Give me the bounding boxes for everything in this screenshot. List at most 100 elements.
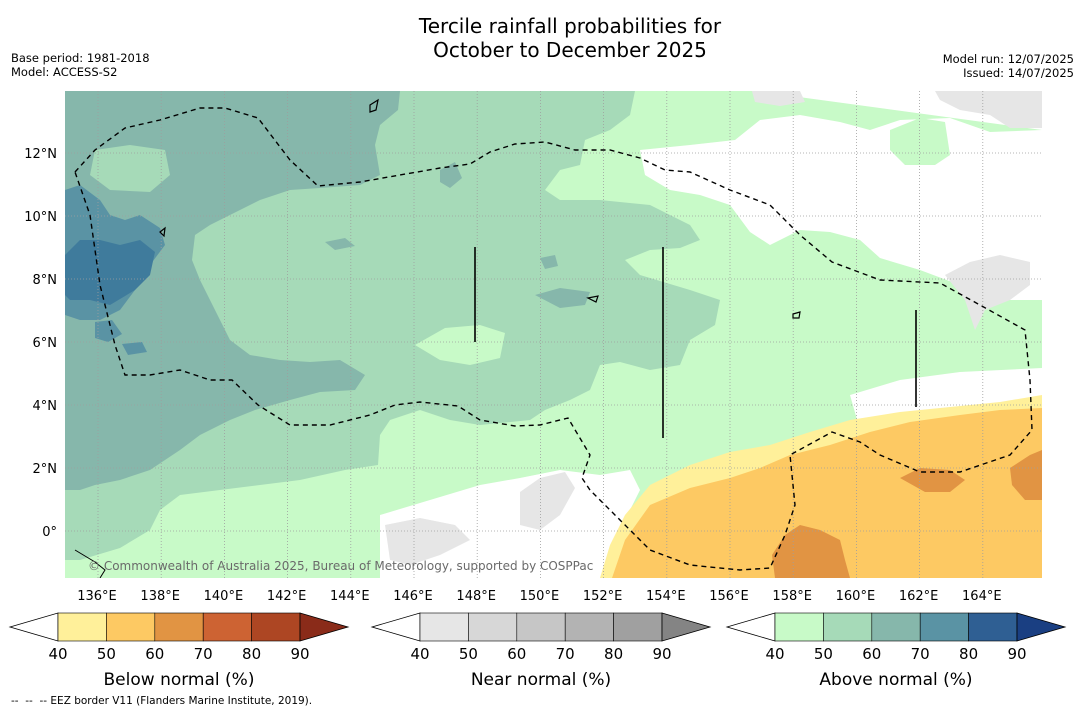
colorbar-swatch (774, 612, 824, 642)
below-normal-60-region-mid (900, 468, 965, 492)
colorbar-swatch (106, 612, 156, 642)
coastlines (74, 98, 917, 578)
above-normal-60-patch-small3 (325, 238, 355, 250)
colorbar-tick-label: 80 (604, 645, 623, 663)
colorbar-tick-label: 70 (911, 645, 930, 663)
above-normal-80-region (65, 240, 155, 305)
probability-map (65, 91, 1042, 578)
near-normal-patch-4 (520, 472, 575, 530)
above-normal-40-patch-2 (580, 380, 720, 440)
colorbar-2: 40 50 60 70 80 90 Near normal (%) (370, 612, 712, 690)
near-normal-patch-5 (385, 518, 470, 565)
longitude-label: 146°E (393, 589, 433, 604)
latitude-label: 4°N (33, 399, 58, 414)
colorbar-under-triangle (725, 612, 776, 642)
near-normal-patch-1 (752, 91, 805, 106)
meta-right: Model run: 12/07/2025 Issued: 14/07/2025 (943, 52, 1074, 80)
longitude-label: 156°E (709, 589, 749, 604)
meta-left: Base period: 1981-2018 Model: ACCESS-S2 (11, 51, 150, 79)
below-normal-50-region (612, 408, 1042, 578)
colorbar-tick-label: 70 (194, 645, 213, 663)
map-title-line1: Tercile rainfall probabilities for (418, 14, 722, 38)
colorbar-over-triangle (299, 612, 350, 642)
colorbar-tick-label: 50 (97, 645, 116, 663)
map-title-line2: October to December 2025 (433, 38, 707, 62)
colorbar-under-triangle (8, 612, 59, 642)
colorbar-swatch (468, 612, 518, 642)
above-normal-60-patch-mid (535, 288, 590, 308)
colorbar-tick-label: 80 (242, 645, 261, 663)
colorbar-swatch (57, 612, 107, 642)
latitude-label: 2°N (33, 462, 58, 477)
longitude-label: 150°E (520, 589, 560, 604)
colorbar-tick-label: 60 (145, 645, 164, 663)
colorbar-tick-label: 40 (765, 645, 784, 663)
longitude-label: 152°E (583, 589, 623, 604)
colorbar-swatch (154, 612, 204, 642)
colorbar-over-triangle (1016, 612, 1067, 642)
longitude-label: 162°E (899, 589, 939, 604)
colorbar-swatch (251, 612, 301, 642)
model-name: Model: ACCESS-S2 (11, 65, 118, 79)
colorbar-title: Above normal (%) (819, 670, 972, 690)
above-normal-60-patch-small (440, 162, 462, 188)
footer-note: -- -- -- EEZ border V11 (Flanders Marine… (11, 695, 313, 707)
colorbar-tick-label: 40 (48, 645, 67, 663)
longitude-label: 138°E (140, 589, 180, 604)
colorbar-swatch (564, 612, 614, 642)
issued-date: Issued: 14/07/2025 (963, 66, 1074, 80)
longitude-label: 144°E (330, 589, 370, 604)
below-normal-60-region (772, 525, 850, 578)
base-period: Base period: 1981-2018 (11, 51, 150, 65)
colorbar-tick-label: 90 (652, 645, 671, 663)
latitude-label: 8°N (33, 273, 58, 288)
colorbar-swatch (919, 612, 969, 642)
colorbar-swatch (202, 612, 252, 642)
latitude-label: 0° (42, 525, 57, 540)
longitude-label: 148°E (456, 589, 496, 604)
colorbar-over-triangle (661, 612, 712, 642)
latitude-label: 12°N (24, 147, 57, 162)
colorbar-tick-label: 60 (507, 645, 526, 663)
model-run: Model run: 12/07/2025 (942, 52, 1074, 66)
colorbar-swatch (871, 612, 921, 642)
map-title: Tercile rainfall probabilities for Octob… (0, 14, 1085, 62)
colorbar-tick-label: 70 (556, 645, 575, 663)
colorbar-tick-label: 90 (1007, 645, 1026, 663)
map-gridlines (65, 91, 1042, 578)
colorbar-swatch (613, 612, 663, 642)
above-normal-40-patch-1 (415, 325, 505, 365)
near-normal-patch-3 (945, 255, 1030, 330)
longitude-label: 136°E (77, 589, 117, 604)
colorbar-title: Below normal (%) (104, 670, 255, 690)
longitude-label: 142°E (267, 589, 307, 604)
latitude-label: 10°N (24, 210, 57, 225)
colorbars: 40 50 60 70 80 90 Below normal (%) 40 50 60 70 80 90… (8, 612, 1067, 690)
latitude-labels: 12°N 10°N 8°N 6°N 4°N 2°N 0° (24, 147, 57, 540)
colorbar-swatch (823, 612, 873, 642)
eez-border (74, 107, 1033, 571)
colorbar-under-triangle (370, 612, 421, 642)
below-normal-60-region-east (1010, 450, 1042, 500)
longitude-label: 164°E (962, 589, 1002, 604)
colorbar-1: 40 50 60 70 80 90 Below normal (%) (8, 612, 350, 690)
above-normal-60-patch-small2 (540, 255, 558, 269)
colorbar-swatch (516, 612, 566, 642)
longitude-label: 160°E (836, 589, 876, 604)
colorbar-tick-label: 90 (290, 645, 309, 663)
colorbar-title: Near normal (%) (471, 670, 611, 690)
latitude-label: 6°N (33, 336, 58, 351)
colorbar-tick-label: 80 (959, 645, 978, 663)
above-normal-70-patch-2 (122, 342, 147, 355)
longitude-label: 158°E (772, 589, 812, 604)
colorbar-tick-label: 50 (814, 645, 833, 663)
colorbar-tick-label: 40 (410, 645, 429, 663)
map-copyright: © Commonwealth of Australia 2025, Bureau… (88, 559, 593, 573)
above-normal-60-patch-north (90, 145, 170, 192)
longitude-labels: 136°E 138°E 140°E 142°E 144°E 146°E 148°E 150°E… (77, 589, 1001, 604)
colorbar-tick-label: 60 (862, 645, 881, 663)
colorbar-swatch (968, 612, 1018, 642)
colorbar-3: 40 50 60 70 80 90 Above normal (%) (725, 612, 1067, 690)
colorbar-swatch (419, 612, 469, 642)
